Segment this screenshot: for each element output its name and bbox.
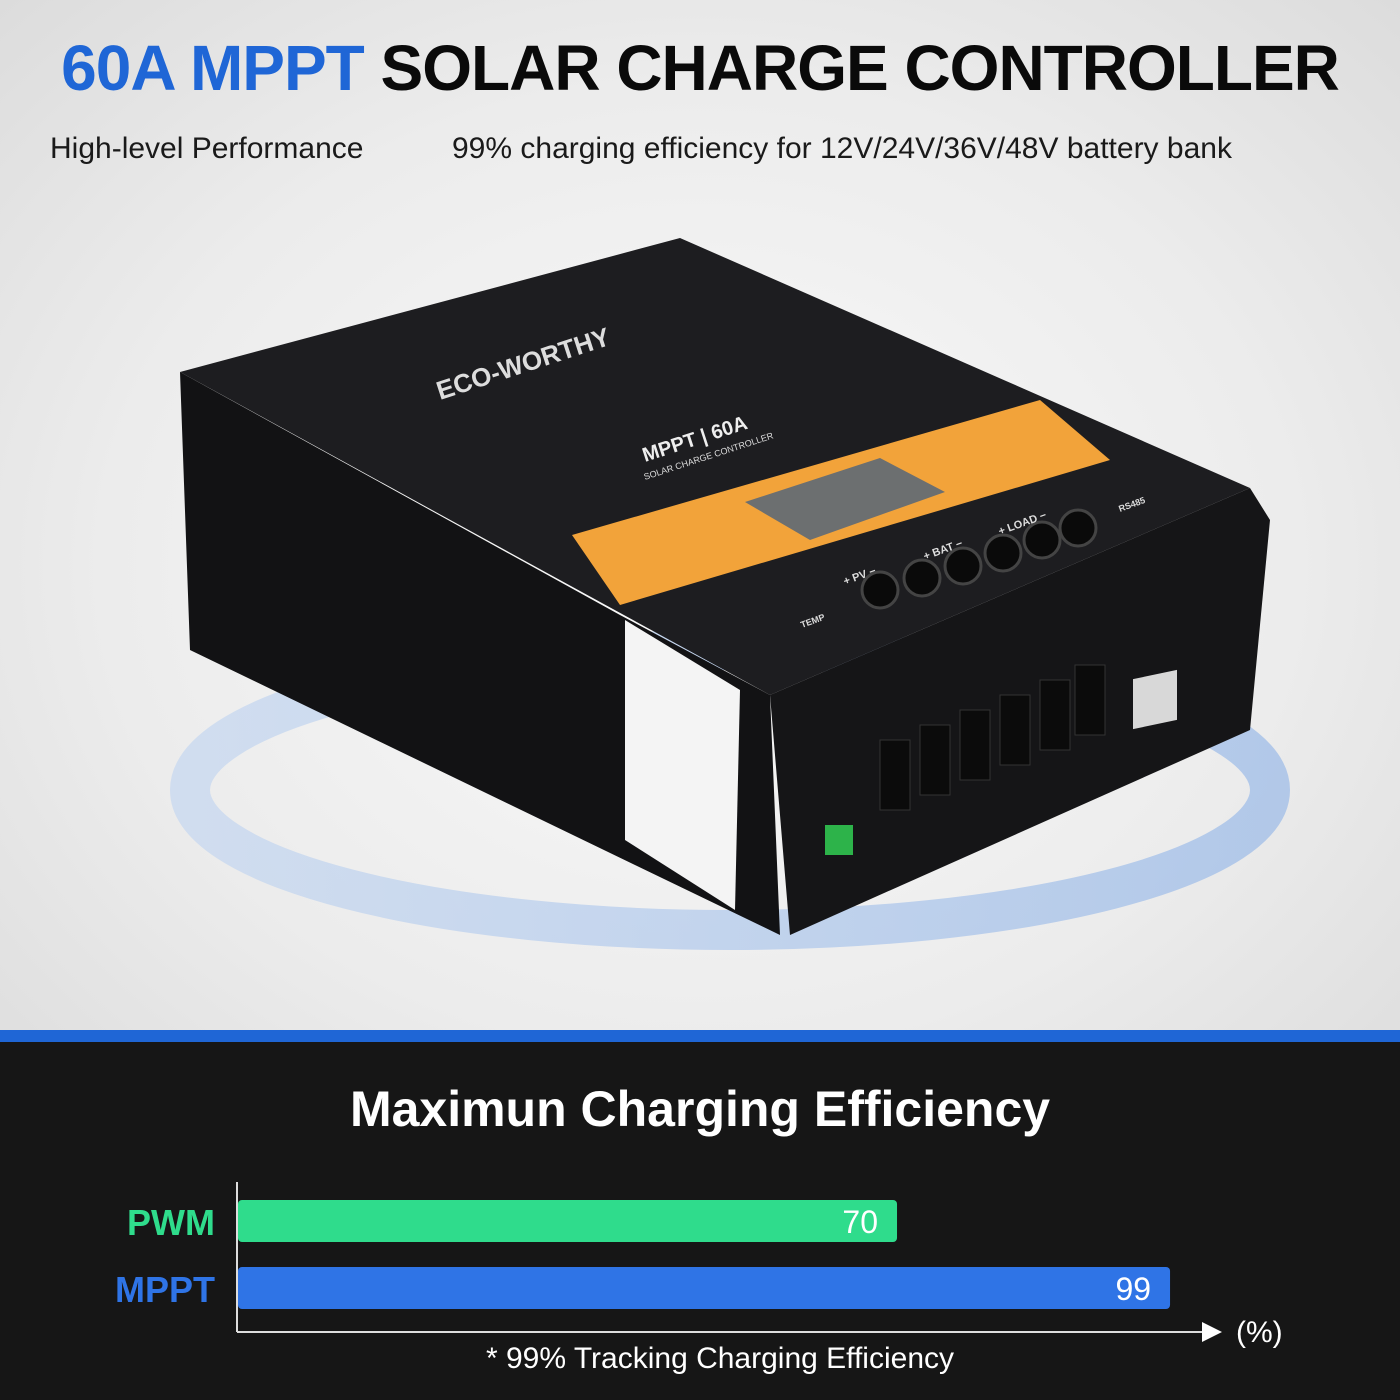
headline-main: SOLAR CHARGE CONTROLLER [380, 32, 1340, 104]
label-sticker [625, 620, 740, 910]
bar-value-label: 99 [1115, 1271, 1151, 1307]
headline-accent: 60A MPPT [61, 32, 365, 104]
product-image: ECO-WORTHY MPPT | 60A SOLAR CHARGE CONTR… [170, 238, 1290, 950]
terminal-blocks [879, 664, 1106, 811]
terminal-knobs [860, 508, 1098, 610]
x-axis-label: (%) [1236, 1316, 1283, 1349]
subtitle-right: 99% charging efficiency for 12V/24V/36V/… [452, 132, 1232, 165]
category-label: PWM [127, 1202, 215, 1243]
chart-footnote: * 99% Tracking Charging Efficiency [485, 1342, 955, 1375]
bar-value-label: 70 [842, 1204, 878, 1240]
subtitle-left: High-level Performance [50, 132, 364, 165]
chart-title: Maximun Charging Efficiency [349, 1081, 1051, 1137]
divider-stripe [0, 1030, 1400, 1042]
category-label: MPPT [115, 1269, 215, 1310]
lcd-screen [745, 458, 945, 540]
bar-mppt [238, 1267, 1171, 1309]
headline: 60A MPPT SOLAR CHARGE CONTROLLER [0, 28, 1400, 108]
bar-pwm [238, 1200, 898, 1242]
device-top [180, 238, 1250, 695]
rj45-port [1133, 669, 1177, 730]
x-axis-arrow [1202, 1322, 1222, 1342]
green-connector [825, 825, 853, 855]
